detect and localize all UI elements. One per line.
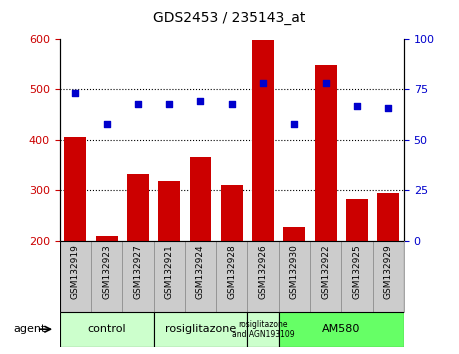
Bar — [122, 241, 154, 312]
Text: GSM132922: GSM132922 — [321, 244, 330, 299]
Text: GSM132919: GSM132919 — [71, 244, 80, 299]
Bar — [64, 137, 86, 342]
Text: control: control — [87, 324, 126, 334]
Bar — [154, 241, 185, 312]
Point — [103, 121, 110, 126]
Text: GSM132924: GSM132924 — [196, 244, 205, 299]
Bar — [373, 241, 404, 312]
Bar — [60, 312, 154, 347]
Bar — [252, 40, 274, 342]
Text: AM580: AM580 — [322, 324, 360, 334]
Text: GSM132928: GSM132928 — [227, 244, 236, 299]
Text: agent: agent — [14, 324, 46, 334]
Point — [259, 80, 267, 86]
Bar — [185, 241, 216, 312]
Bar — [310, 241, 341, 312]
Bar — [247, 312, 279, 347]
Bar — [221, 185, 243, 342]
Text: GSM132930: GSM132930 — [290, 244, 299, 299]
Bar — [315, 65, 336, 342]
Bar — [95, 236, 118, 342]
Bar — [158, 181, 180, 342]
Text: rosiglitazone
and AGN193109: rosiglitazone and AGN193109 — [232, 320, 294, 339]
Point — [385, 105, 392, 110]
Bar — [377, 193, 399, 342]
Text: GSM132926: GSM132926 — [258, 244, 268, 299]
Point — [166, 101, 173, 106]
Bar — [247, 241, 279, 312]
Bar — [60, 241, 91, 312]
Point — [228, 101, 235, 106]
Bar — [279, 241, 310, 312]
Point — [322, 80, 330, 86]
Bar — [154, 312, 247, 347]
Bar — [91, 241, 122, 312]
Bar — [279, 312, 404, 347]
Text: rosiglitazone: rosiglitazone — [165, 324, 236, 334]
Text: GSM132927: GSM132927 — [134, 244, 142, 299]
Bar — [284, 227, 305, 342]
Text: GSM132925: GSM132925 — [353, 244, 362, 299]
Point — [291, 121, 298, 126]
Point — [353, 103, 361, 108]
Text: GDS2453 / 235143_at: GDS2453 / 235143_at — [153, 11, 306, 25]
Text: GSM132929: GSM132929 — [384, 244, 393, 299]
Point — [72, 91, 79, 96]
Text: GSM132921: GSM132921 — [165, 244, 174, 299]
Text: GSM132923: GSM132923 — [102, 244, 111, 299]
Point — [197, 99, 204, 104]
Bar — [341, 241, 373, 312]
Bar — [216, 241, 247, 312]
Bar — [346, 199, 368, 342]
Bar — [127, 174, 149, 342]
Bar — [190, 158, 212, 342]
Point — [134, 101, 141, 106]
